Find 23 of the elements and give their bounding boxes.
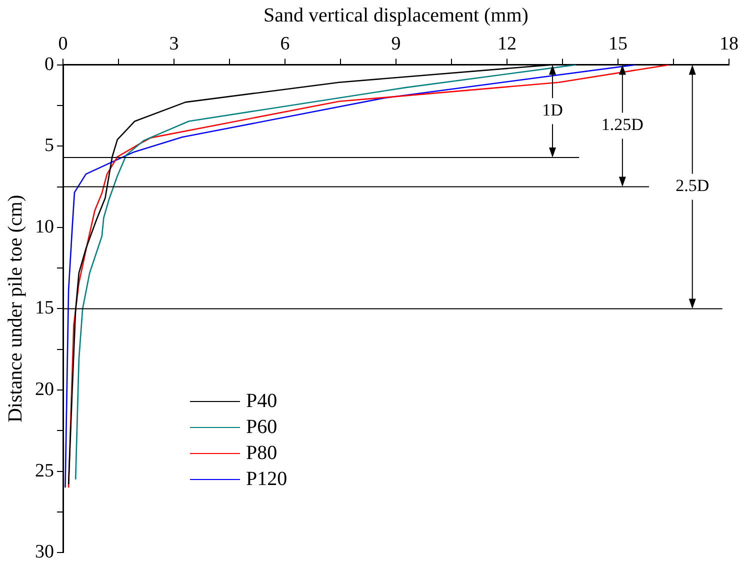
x-axis-title: Sand vertical displacement (mm) xyxy=(264,4,528,26)
legend-label: P60 xyxy=(246,416,278,438)
x-tick-label: 6 xyxy=(280,33,290,54)
ref-line-label: 2.5D xyxy=(676,176,710,196)
x-tick-label: 9 xyxy=(391,33,401,54)
y-tick-label: 15 xyxy=(35,298,54,319)
y-tick-label: 20 xyxy=(35,378,54,400)
x-tick-label: 18 xyxy=(720,33,738,54)
x-tick-label: 3 xyxy=(169,33,179,54)
ref-line-label: 1D xyxy=(542,100,563,120)
x-tick-label: 15 xyxy=(608,33,628,54)
legend-label: P40 xyxy=(246,390,278,412)
y-tick-label: 0 xyxy=(44,54,54,75)
y-tick-label: 10 xyxy=(35,216,54,238)
legend-label: P80 xyxy=(246,442,278,464)
ref-line-label: 1.25D xyxy=(601,115,644,134)
y-tick-label: 30 xyxy=(35,542,54,563)
y-tick-label: 25 xyxy=(35,460,54,482)
y-axis-title: Distance under pile toe (cm) xyxy=(4,194,26,423)
x-tick-label: 0 xyxy=(58,33,68,54)
legend-label: P120 xyxy=(246,468,288,490)
y-tick-label: 5 xyxy=(44,135,54,156)
x-tick-label: 12 xyxy=(498,33,516,54)
